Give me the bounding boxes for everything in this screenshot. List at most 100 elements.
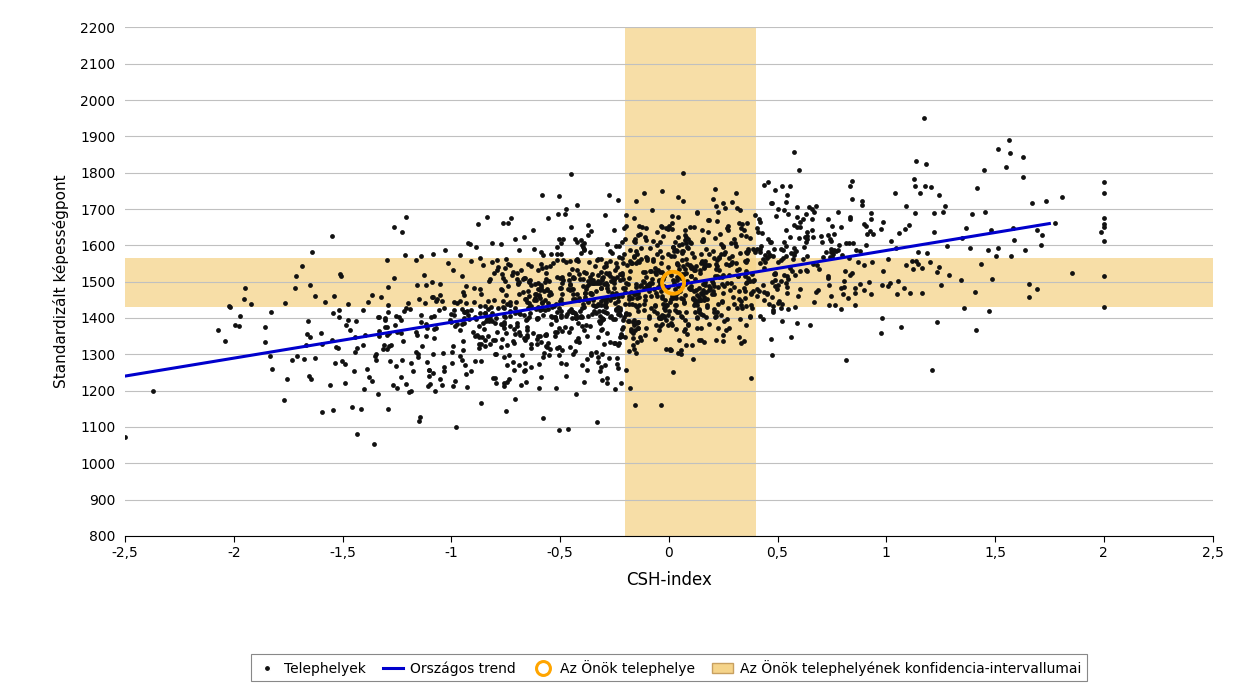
Point [409, 294, 429, 305]
Point [736, 301, 756, 312]
Point [764, 304, 784, 315]
Point [368, 312, 388, 323]
Point [631, 335, 651, 346]
Point [235, 282, 255, 293]
Point [930, 280, 950, 291]
Point [710, 252, 730, 263]
Point [566, 335, 586, 346]
Point [368, 389, 388, 400]
Point [675, 229, 695, 240]
Point [950, 275, 970, 286]
Point [768, 203, 788, 214]
Point [494, 319, 514, 330]
Point [926, 317, 946, 328]
Point [771, 181, 791, 192]
Point [675, 225, 695, 236]
Point [730, 264, 750, 275]
Point [325, 358, 345, 369]
Point [610, 303, 630, 314]
Bar [625, 27, 756, 536]
Point [445, 296, 465, 307]
Point [512, 273, 532, 284]
Point [584, 306, 604, 317]
Point [458, 309, 478, 320]
Point [604, 274, 624, 285]
Point [608, 295, 628, 306]
Point [322, 334, 342, 345]
Point [670, 263, 690, 274]
Point [606, 257, 626, 268]
Point [619, 298, 639, 309]
Point [776, 251, 796, 262]
Point [634, 188, 654, 199]
Point [404, 365, 424, 376]
Point [659, 282, 679, 293]
Point [406, 329, 426, 340]
Point [730, 314, 750, 325]
Point [616, 308, 636, 319]
Point [519, 258, 539, 269]
Point [450, 250, 470, 261]
Point [552, 234, 572, 245]
Point [674, 293, 694, 304]
Point [801, 214, 821, 225]
Point [605, 337, 625, 348]
Point [616, 221, 636, 232]
Point [738, 244, 758, 255]
Point [760, 249, 780, 260]
Point [831, 282, 851, 293]
Point [665, 284, 685, 295]
Point [386, 360, 406, 371]
Point [592, 323, 612, 334]
Point [345, 347, 365, 358]
Point [458, 306, 478, 317]
Point [1061, 268, 1081, 279]
Point [606, 288, 626, 299]
Point [611, 378, 631, 389]
Point [230, 311, 250, 322]
Point [636, 280, 656, 291]
Point [872, 280, 892, 291]
Point [630, 221, 650, 232]
Point [871, 223, 891, 234]
Point [396, 212, 416, 223]
Point [661, 345, 681, 356]
Point [330, 269, 350, 280]
Point [780, 180, 800, 191]
Point [565, 346, 585, 357]
Point [924, 227, 944, 238]
Point [396, 379, 416, 390]
Point [452, 318, 472, 329]
Point [730, 204, 750, 215]
Point [588, 254, 608, 264]
Point [707, 282, 727, 293]
Point [545, 312, 565, 323]
Point [705, 258, 725, 269]
Point [765, 185, 785, 196]
Point [726, 203, 746, 214]
Point [1019, 279, 1039, 290]
Point [565, 293, 585, 304]
Point [699, 285, 719, 296]
Point [548, 209, 568, 220]
Point [591, 361, 611, 372]
Point [579, 229, 599, 240]
Point [596, 328, 616, 339]
Point [521, 338, 541, 349]
Point [821, 247, 841, 258]
Point [370, 325, 390, 336]
Point [699, 280, 719, 291]
Point [604, 338, 624, 349]
Point [596, 296, 616, 307]
Point [626, 292, 646, 303]
Point [696, 244, 716, 255]
Point [726, 188, 746, 199]
Point [574, 267, 594, 278]
Point [853, 199, 872, 210]
Point [500, 305, 520, 316]
Point [492, 301, 512, 312]
Point [718, 303, 738, 314]
Point [546, 271, 566, 282]
Point [572, 360, 592, 371]
Point [484, 334, 504, 345]
